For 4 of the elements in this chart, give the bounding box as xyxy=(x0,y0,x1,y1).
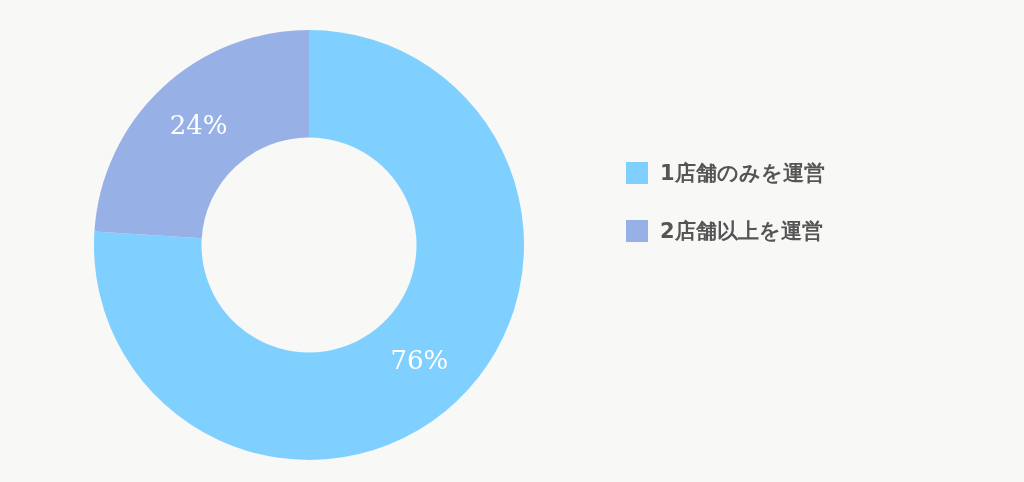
legend-label: 2店舗以上を運営 xyxy=(660,218,823,245)
legend-label: 1店舗のみを運営 xyxy=(660,160,825,187)
data-label: 24% xyxy=(169,110,228,141)
data-label: 76% xyxy=(390,345,449,376)
